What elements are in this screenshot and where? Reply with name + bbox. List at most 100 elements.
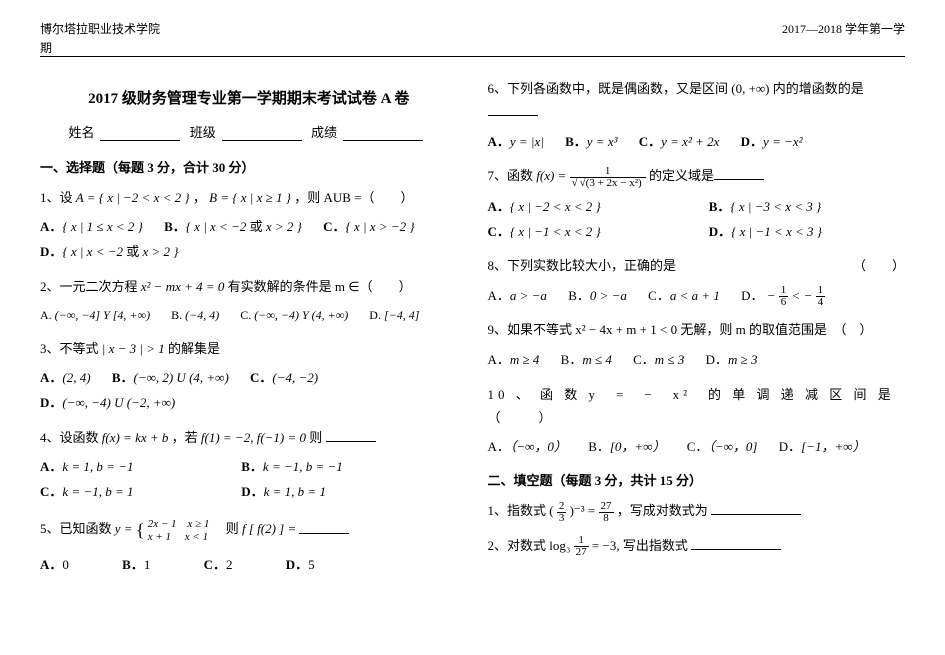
q5-piece1: 2x − 1 x ≥ 1	[148, 518, 210, 531]
q2-options: A. (−∞, −4] Y [4, +∞) B. (−4, 4) C. (−∞,…	[40, 304, 458, 327]
q5-stem: 5、已知函数 y = { 2x − 1 x ≥ 1 x + 1 x < 1 则 …	[40, 514, 458, 546]
q1-opt-C: C．{ x | x > −2 }	[323, 215, 414, 240]
q2-eq: x² − mx + 4 = 0	[141, 279, 225, 294]
q10-D: [−1，+∞）	[801, 439, 865, 454]
q1-text-a: 1、设	[40, 190, 76, 205]
q7-C: { x | −1 < x < 2 }	[510, 224, 601, 239]
q9-B: m ≤ 4	[582, 352, 612, 367]
q5-blank	[299, 521, 349, 534]
q5-B: 1	[144, 557, 151, 572]
q1-setB: B = { x | x ≥ 1 }	[209, 190, 291, 205]
q9-opt-B: B．m ≤ 4	[561, 348, 612, 373]
q5-text-a: 5、已知函数	[40, 522, 115, 537]
q7-den: √(3 + 2x − x²)	[578, 177, 644, 189]
q4-options: A．k = 1, b = −1 B．k = −1, b = −1 C．k = −…	[40, 455, 458, 504]
q8-stem: 8、下列实数比较大小，正确的是 （ ）	[488, 254, 906, 277]
q5-options: A．0 B．1 C．2 D．5	[40, 553, 458, 578]
q10-C: （−∞，0]	[708, 439, 757, 454]
header-suffix: 期	[40, 39, 905, 56]
q9-A: m ≥ 4	[510, 352, 540, 367]
f1-cd: 8	[599, 513, 614, 524]
q3-stem: 3、不等式 | x − 3 | > 1 的解集是	[40, 337, 458, 360]
section-1-heading: 一、选择题（每题 3 分，合计 30 分）	[40, 157, 458, 176]
q10-stem: 10 、 函 数 y = − x² 的 单 调 递 减 区 间 是（ ）	[488, 383, 906, 430]
student-info-line: 姓名 班级 成绩	[40, 122, 458, 141]
q1-opt-B: B．{ x | x < −2 或 x > 2 }	[164, 215, 302, 240]
q2-D: [−4, 4]	[384, 308, 419, 322]
q1-setA: A = { x | −2 < x < 2 }	[76, 190, 190, 205]
q1-D-a: { x | x < −2	[62, 244, 126, 259]
q8-options: A．a > −a B．0 > −a C．a < a + 1 D． − 16 < …	[488, 284, 906, 309]
q3-A: (2, 4)	[62, 370, 90, 385]
q6-stem: 6、下列各函数中，既是偶函数，又是区间 (0, +∞) 内的增函数的是	[488, 77, 906, 124]
q1-C-val: { x | x > −2 }	[346, 219, 415, 234]
f2-a: 2、对数式 log₃	[488, 538, 571, 553]
q2-text-b: 有实数解的条件是 m ∈（ ）	[228, 279, 412, 294]
q7-opt-A: A．{ x | −2 < x < 2 }	[488, 195, 688, 220]
fill-2: 2、对数式 log₃ 127 = −3, 写出指数式	[488, 534, 906, 559]
q3-opt-A: A．(2, 4)	[40, 366, 91, 391]
q4-text-a: 4、设函数	[40, 430, 102, 445]
q6-opt-D: D．y = −x²	[741, 130, 803, 155]
blank-class	[222, 126, 302, 141]
q9-opt-D: D．m ≥ 3	[706, 348, 758, 373]
q8-A: a > −a	[510, 288, 547, 303]
q1-B-a: { x | x < −2	[186, 219, 250, 234]
f1-cn: 27	[599, 501, 614, 513]
q2-opt-B: B. (−4, 4)	[171, 304, 219, 327]
q6-B: y = x³	[587, 134, 618, 149]
q2-A: (−∞, −4] Y [4, +∞)	[55, 308, 150, 322]
q4-text-c: 则	[309, 430, 322, 445]
q5-A: 0	[62, 557, 69, 572]
f1-frac2: 278	[599, 501, 614, 524]
q1-text-c: ，则 AUB =（ ）	[294, 190, 413, 205]
q2-C: (−∞, −4) Y (4, +∞)	[254, 308, 348, 322]
header-right: 2017—2018 学年第一学	[782, 20, 905, 37]
q1-D-b: 或	[126, 244, 139, 259]
q8-text: 8、下列实数比较大小，正确的是	[488, 258, 677, 273]
f1-bd: 3	[557, 513, 567, 524]
label-name: 姓名	[68, 125, 94, 140]
q6-C: y = x² + 2x	[661, 134, 719, 149]
f1-d: ，写成对数式为	[617, 503, 708, 518]
q7-opt-B: B．{ x | −3 < x < 3 }	[709, 195, 822, 220]
f1-frac1: 23	[557, 501, 567, 524]
q3-B: (−∞, 2) U (4, +∞)	[133, 370, 228, 385]
q6-opt-A: A．y = |x|	[488, 130, 544, 155]
q8-Dl: D．	[741, 288, 763, 303]
q7-fxl: f(x) =	[536, 168, 569, 183]
q9-opt-C: C．m ≤ 3	[633, 348, 684, 373]
q6-A: y = |x|	[510, 134, 544, 149]
q4-A: k = 1, b = −1	[62, 459, 133, 474]
q1-stem: 1、设 A = { x | −2 < x < 2 } ， B = { x | x…	[40, 186, 458, 209]
q3-text-a: 3、不等式	[40, 341, 102, 356]
q6-opt-C: C．y = x² + 2x	[639, 130, 720, 155]
q5-opt-B: B．1	[122, 553, 150, 578]
header-rule	[40, 56, 905, 57]
f2-bd: 27	[574, 547, 589, 558]
q5-ask: f [ f(2) ] =	[242, 522, 296, 537]
q8-C: a < a + 1	[670, 288, 720, 303]
q4-cond: f(1) = −2, f(−1) = 0	[201, 430, 306, 445]
q8-frac1: 16	[779, 285, 789, 308]
q5-C: 2	[226, 557, 233, 572]
f1-blank	[711, 502, 801, 515]
q4-C: k = −1, b = 1	[62, 484, 133, 499]
q8-Dpre: −	[767, 288, 776, 303]
q3-options: A．(2, 4) B．(−∞, 2) U (4, +∞) C．(−4, −2) …	[40, 366, 458, 415]
q3-text-b: 的解集是	[168, 341, 220, 356]
q7-text-b: 的定义域是	[649, 168, 714, 183]
q7-fraction: 1 √√(3 + 2x − x²)	[570, 166, 646, 189]
label-class: 班级	[190, 125, 216, 140]
q10-opt-B: B．[0，+∞）	[588, 435, 665, 460]
q1-B-c: x > 2 }	[263, 219, 302, 234]
q3-D: (−∞, −4) U (−2, +∞)	[62, 395, 175, 410]
q7-options: A．{ x | −2 < x < 2 } B．{ x | −3 < x < 3 …	[488, 195, 906, 244]
fill-1: 1、指数式 ( 23 )⁻³ = 278 ，写成对数式为	[488, 499, 906, 524]
q4-blank	[326, 429, 376, 442]
q8-B: 0 > −a	[590, 288, 627, 303]
f2-frac: 127	[574, 535, 589, 558]
q5-D: 5	[308, 557, 315, 572]
q10-opt-D: D．[−1，+∞）	[779, 435, 866, 460]
q9-C: m ≤ 3	[655, 352, 685, 367]
